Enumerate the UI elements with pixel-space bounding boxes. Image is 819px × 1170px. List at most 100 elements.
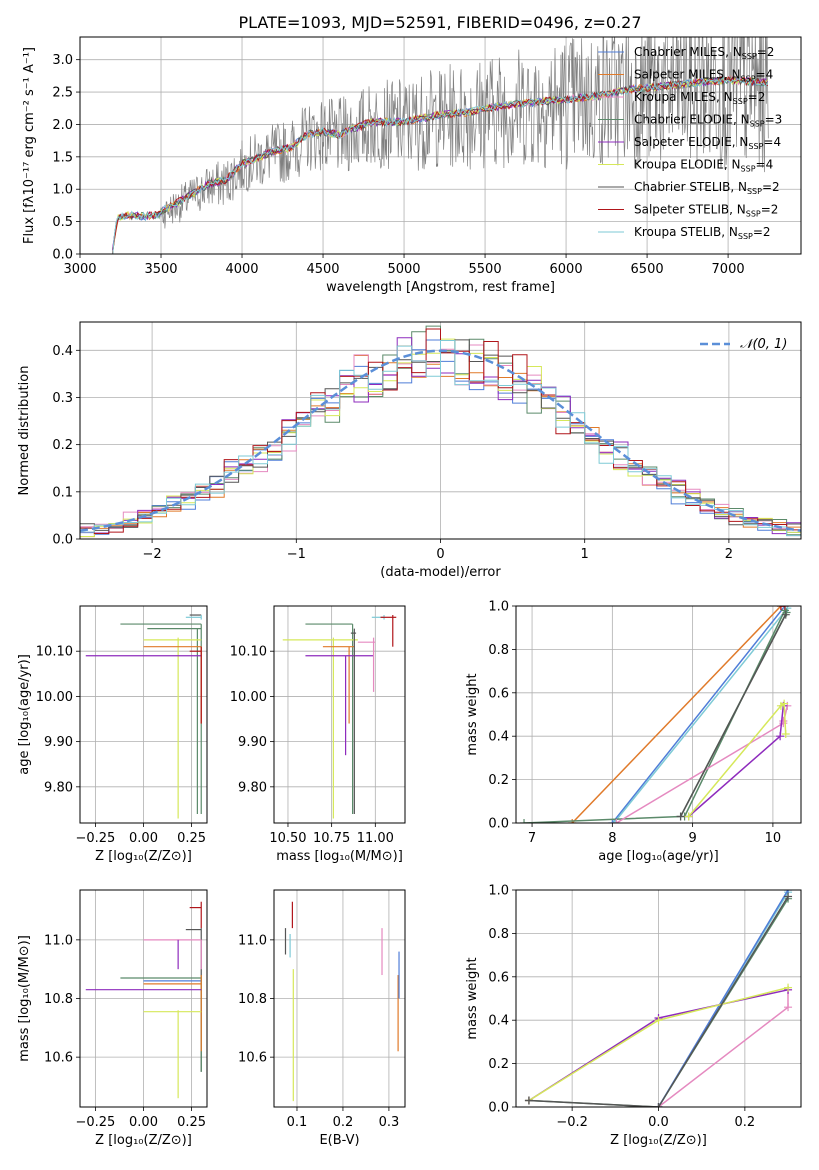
y-tick-label: 0.2 — [488, 773, 509, 788]
y-tick-label: 10.10 — [36, 645, 73, 660]
plot-area — [284, 901, 400, 1102]
histogram-step-8 — [80, 340, 801, 537]
weight-line-3 — [523, 612, 788, 823]
y-tick-label: 10.8 — [238, 992, 267, 1007]
x-tick-label: 3500 — [144, 262, 177, 277]
y-tick-label: 10.00 — [230, 690, 267, 705]
model-line-8 — [112, 75, 769, 254]
y-tick-label: 9.90 — [238, 735, 267, 750]
weight-marker-6 — [776, 732, 785, 741]
axes-frame — [273, 889, 406, 1108]
y-tick-label: 0.6 — [488, 970, 509, 985]
y-axis-label: Normed distribution — [17, 366, 32, 496]
weight-marker-3 — [784, 1003, 793, 1012]
y-tick-label: 1.0 — [52, 183, 73, 198]
y-tick-label: 11.0 — [44, 933, 73, 948]
y-tick-label: 1.5 — [52, 150, 73, 165]
x-tick-label: 0.2 — [735, 1115, 756, 1130]
weight-marker-7 — [684, 812, 693, 821]
x-tick-label: −0.25 — [75, 1115, 115, 1130]
y-tick-label: 0.2 — [52, 438, 73, 453]
legend-label: Chabrier MILES, NSSP=2 — [634, 45, 774, 61]
x-tick-label: 5500 — [469, 262, 502, 277]
y-tick-label: 3.0 — [52, 53, 73, 68]
plot-area — [282, 615, 397, 819]
y-tick-label: 0.0 — [52, 533, 73, 548]
weight-marker-5 — [654, 1016, 663, 1025]
y-tick-label: 10.10 — [230, 645, 267, 660]
x-axis-label: Z [log₁₀(Z/Z⊙)] — [95, 849, 192, 864]
x-axis-label: Z [log₁₀(Z/Z⊙)] — [610, 1133, 707, 1148]
weight-line-6 — [528, 896, 789, 1107]
y-tick-label: 1.0 — [488, 600, 509, 615]
x-tick-label: 7 — [528, 831, 536, 846]
legend-label: Kroupa ELODIE, NSSP=4 — [634, 158, 773, 174]
x-tick-label: 3000 — [63, 262, 96, 277]
weight-line-0 — [571, 606, 782, 823]
chart-mass-vs-Z: −0.25 0.00 0.25 10.6 10.8 11.0 Z [log₁₀(Z/Z⊙)]… — [17, 889, 208, 1148]
x-tick-label: −1 — [287, 547, 306, 562]
y-tick-label: 10.8 — [44, 992, 73, 1007]
y-tick-label: 10.6 — [44, 1051, 73, 1066]
x-axis-label: mass [log₁₀(M/M⊙)] — [276, 849, 403, 864]
weight-marker-1 — [608, 819, 617, 823]
y-tick-label: 10.6 — [238, 1051, 267, 1066]
x-tick-label: 0.0 — [648, 1115, 669, 1130]
x-tick-label: −2 — [143, 547, 162, 562]
weight-marker-8 — [776, 606, 785, 610]
x-tick-label: 0.25 — [177, 1115, 206, 1130]
chart-spectrum: 3000 3500 4000 4500 5000 5500 6000 6500 7000 0.0 0… — [22, 36, 802, 295]
x-tick-label: 4500 — [306, 262, 339, 277]
x-tick-label: 6000 — [550, 262, 583, 277]
y-tick-label: 0.1 — [52, 485, 73, 500]
x-tick-label: 10 — [765, 831, 782, 846]
x-tick-label: 4000 — [225, 262, 258, 277]
x-tick-label: −0.25 — [75, 831, 115, 846]
y-axis-label: Flux [fλ10⁻¹⁷ erg cm⁻² s⁻¹ A⁻¹] — [22, 47, 37, 244]
x-tick-label: 2 — [725, 547, 733, 562]
legend-label: 𝒩(0, 1) — [740, 337, 787, 352]
weight-marker-7 — [781, 730, 790, 739]
weight-marker-6 — [524, 1096, 533, 1105]
x-tick-label: 8 — [608, 831, 616, 846]
legend-label: Salpeter ELODIE, NSSP=4 — [634, 135, 781, 151]
weight-marker-5 — [612, 819, 621, 823]
chart-massweight-vs-age: 7 8 9 10 0.0 0.2 0.4 0.6 0.8 1.0 age [log₁₀(age/yr… — [465, 600, 802, 864]
x-axis-label: Z [log₁₀(Z/Z⊙)] — [95, 1133, 192, 1148]
chart-residuals: −2 −1 0 1 2 0.0 0.1 0.2 0.3 0.4 (data-model)/error… — [17, 321, 802, 580]
x-tick-label: 10.75 — [313, 831, 350, 846]
y-tick-label: 0.0 — [52, 248, 73, 263]
x-tick-label: 0.1 — [287, 1115, 308, 1130]
weight-line-3 — [658, 989, 789, 1107]
y-axis-label: age [log₁₀(age/yr)] — [17, 654, 32, 775]
y-tick-label: 2.0 — [52, 118, 73, 133]
weight-line-1 — [611, 606, 786, 823]
axes-frame — [79, 889, 208, 1108]
y-axis-label: mass weight — [465, 957, 480, 1039]
y-tick-label: 9.80 — [44, 780, 73, 795]
legend-label: Kroupa MILES, NSSP=2 — [634, 90, 765, 106]
chart-age-vs-mass: 10.50 10.75 11.00 9.80 9.90 10.00 10.10 mass [l… — [230, 605, 406, 864]
y-tick-label: 0.2 — [488, 1057, 509, 1072]
legend-label: Chabrier ELODIE, NSSP=3 — [634, 113, 782, 129]
weight-marker-9 — [676, 812, 685, 821]
chart-mass-vs-EBV: 0.1 0.2 0.3 10.6 10.8 11.0 E(B-V) — [238, 889, 406, 1148]
y-tick-label: 0.6 — [488, 686, 509, 701]
chart-massweight-vs-Z: −0.2 0.0 0.2 0.0 0.2 0.4 0.6 0.8 1.0 Z [log₁₀(Z/Z… — [465, 884, 802, 1148]
plot-area — [524, 890, 793, 1107]
spectrum-data-line — [112, 37, 769, 254]
weight-marker-6 — [784, 892, 793, 901]
y-tick-label: 1.0 — [488, 884, 509, 899]
plot-area — [85, 614, 202, 819]
y-tick-label: 0.0 — [488, 817, 509, 832]
x-tick-label: 1 — [581, 547, 589, 562]
weight-marker-9 — [781, 610, 790, 619]
y-axis-label: mass [log₁₀(M/M⊙)] — [17, 935, 32, 1062]
y-tick-label: 9.80 — [238, 780, 267, 795]
x-tick-label: 10.50 — [269, 831, 306, 846]
x-tick-label: −0.2 — [556, 1115, 588, 1130]
y-tick-label: 0.4 — [488, 1014, 509, 1029]
y-tick-label: 11.0 — [238, 933, 267, 948]
x-tick-label: 0.00 — [129, 831, 158, 846]
gaussian-line — [80, 349, 801, 532]
